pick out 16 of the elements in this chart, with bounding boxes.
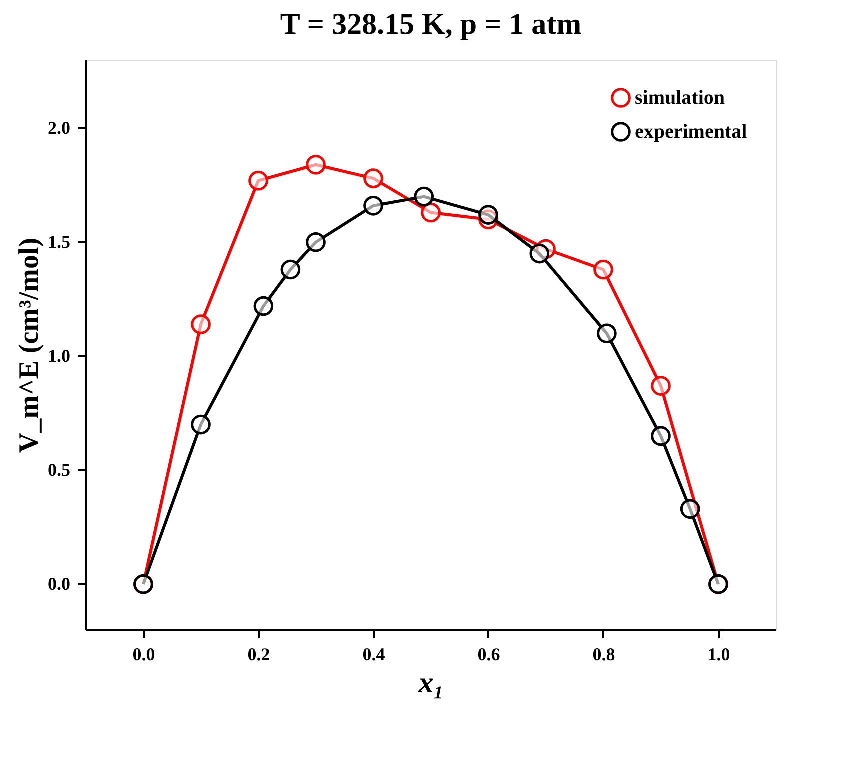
x-tick-label: 0.6 [478,644,500,664]
chart-title: T = 328.15 K, p = 1 atm [280,8,582,41]
y-tick-label: 0.5 [48,460,70,480]
y-axis-title: V_m^E (cm³/mol) [14,238,45,454]
legend-label: simulation [635,87,726,109]
y-tick-label: 1.0 [48,346,70,366]
x-tick-label: 0.4 [362,644,386,664]
y-tick-label: 2.0 [48,118,70,138]
x-tick-label: 0.8 [592,644,616,664]
y-tick-label: 1.5 [48,232,70,252]
x-axis-title: x₁ [418,666,444,700]
x-tick-label: 0.0 [132,644,156,664]
legend-label: experimental [635,121,748,143]
x-tick-label: 1.0 [708,644,730,664]
x-tick-label: 0.2 [248,644,270,664]
y-tick-label: 0.0 [48,574,70,594]
